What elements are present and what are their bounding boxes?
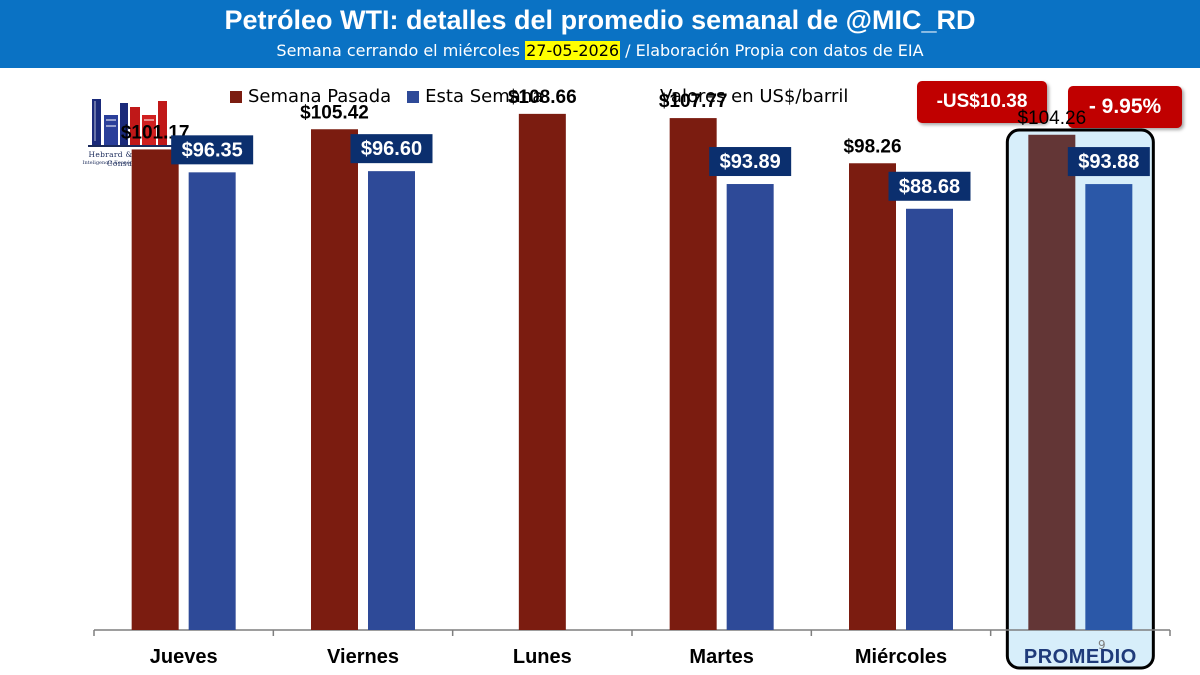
page-number: 9 [1098, 638, 1106, 652]
value-box-this-week-miercoles [888, 171, 971, 201]
value-label-this-week-promedio: $93.88 [1078, 151, 1139, 173]
value-box-this-week-viernes [350, 134, 433, 164]
value-label-this-week-martes: $93.89 [720, 151, 781, 173]
value-label-last-week-promedio: $104.26 [1017, 108, 1086, 129]
category-label-jueves: Jueves [150, 646, 218, 668]
page-title: Petróleo WTI: detalles del promedio sema… [224, 5, 976, 35]
change-percent-badge: - 9.95% [1068, 86, 1182, 128]
bar-this-week-miercoles [906, 208, 953, 630]
category-label-viernes: Viernes [327, 646, 399, 668]
legend-label-this-week: Esta Semana [425, 86, 544, 107]
value-label-this-week-viernes: $96.60 [361, 138, 422, 160]
value-label-last-week-martes: $107.77 [659, 91, 728, 112]
bar-last-week-lunes [518, 113, 566, 631]
legend-swatch-this-week [407, 90, 420, 103]
units-note: Valores en US$/barril [660, 86, 849, 107]
bar-last-week-jueves [131, 149, 179, 630]
chart-legend: Semana Pasada Esta Semana [230, 86, 559, 107]
subtitle-prefix: Semana cerrando el miércoles [276, 41, 526, 60]
subtitle-suffix: / Elaboración Propia con datos de EIA [620, 41, 924, 60]
logo-tagline: Inteligencia Económica & Comercial [82, 160, 176, 166]
category-label-martes: Martes [689, 646, 753, 668]
bar-this-week-viernes [368, 171, 415, 630]
change-absolute-badge: -US$10.38 [917, 81, 1047, 123]
bar-last-week-miercoles [849, 163, 896, 630]
category-label-lunes: Lunes [513, 646, 572, 668]
company-logo: Hebrard & Hebrard Consulting Inteligenci… [70, 93, 188, 169]
value-label-this-week-jueves: $96.35 [182, 139, 243, 161]
bar-this-week-jueves [188, 172, 236, 630]
bar-last-week-viernes [311, 129, 358, 630]
category-label-miercoles: Miércoles [855, 646, 947, 668]
week-date: 27-05-2026 [525, 41, 621, 60]
value-label-this-week-miercoles: $88.68 [899, 176, 960, 198]
bar-last-week-promedio [1028, 134, 1076, 630]
category-label-promedio: PROMEDIO [1024, 646, 1137, 668]
value-box-this-week-martes [709, 147, 792, 177]
bar-this-week-martes [726, 184, 774, 630]
value-label-last-week-viernes: $105.42 [300, 102, 369, 123]
building-logo-icon [88, 99, 172, 147]
logo-name: Hebrard & Hebrard Consulting [88, 150, 170, 168]
legend-item-last-week: Semana Pasada [230, 86, 391, 107]
value-label-last-week-lunes: $108.66 [508, 87, 577, 108]
legend-swatch-last-week [230, 90, 242, 103]
value-box-this-week-jueves [171, 135, 254, 165]
value-box-this-week-promedio [1067, 147, 1150, 177]
header-banner: Petróleo WTI: detalles del promedio sema… [0, 0, 1200, 68]
legend-label-last-week: Semana Pasada [248, 86, 392, 107]
bar-last-week-martes [669, 118, 717, 630]
legend-item-this-week: Esta Semana [407, 86, 543, 107]
bar-this-week-promedio [1085, 184, 1133, 630]
value-label-last-week-miercoles: $98.26 [843, 136, 901, 157]
page-subtitle: Semana cerrando el miércoles 27-05-2026 … [0, 40, 1200, 62]
